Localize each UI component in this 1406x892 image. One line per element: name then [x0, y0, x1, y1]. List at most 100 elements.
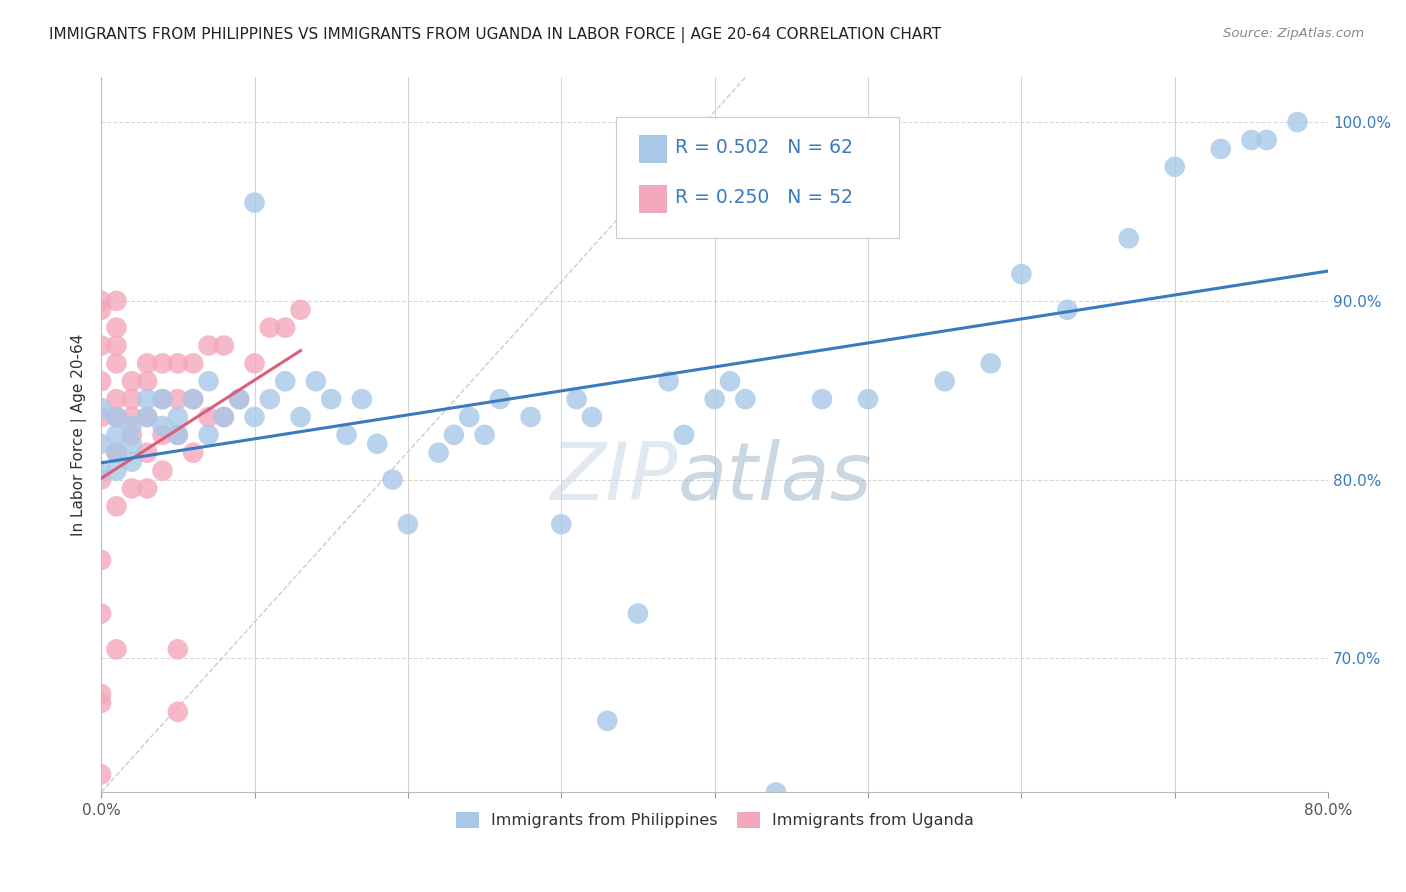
Point: [121, 428, 143, 442]
Point: [672, 428, 695, 442]
Point: [212, 409, 235, 424]
Point: [181, 392, 204, 406]
Point: [90, 401, 112, 415]
Point: [105, 293, 128, 308]
Point: [105, 642, 128, 657]
FancyBboxPatch shape: [638, 185, 665, 211]
Point: [166, 705, 188, 719]
Point: [121, 437, 143, 451]
Point: [152, 419, 174, 434]
Point: [105, 446, 128, 460]
Text: atlas: atlas: [678, 439, 873, 516]
Point: [197, 409, 219, 424]
Point: [1240, 133, 1263, 147]
Text: ZIP: ZIP: [550, 439, 678, 516]
Point: [381, 473, 404, 487]
Point: [550, 517, 572, 532]
Point: [396, 517, 419, 532]
Point: [90, 767, 112, 781]
Point: [734, 392, 756, 406]
Point: [274, 320, 297, 334]
Point: [596, 714, 619, 728]
Point: [105, 464, 128, 478]
Point: [121, 409, 143, 424]
Point: [980, 356, 1002, 370]
Point: [290, 302, 312, 317]
Text: Source: ZipAtlas.com: Source: ZipAtlas.com: [1223, 27, 1364, 40]
Point: [366, 437, 388, 451]
Point: [166, 356, 188, 370]
Point: [105, 409, 128, 424]
Point: [152, 392, 174, 406]
Point: [166, 642, 188, 657]
Point: [856, 392, 879, 406]
Y-axis label: In Labor Force | Age 20-64: In Labor Force | Age 20-64: [72, 334, 87, 536]
Point: [166, 428, 188, 442]
Point: [1256, 133, 1278, 147]
Point: [1164, 160, 1187, 174]
Point: [90, 607, 112, 621]
Point: [105, 338, 128, 352]
Text: R = 0.250   N = 52: R = 0.250 N = 52: [675, 188, 853, 207]
Point: [105, 428, 128, 442]
Point: [105, 356, 128, 370]
Point: [427, 446, 450, 460]
Point: [105, 392, 128, 406]
Point: [703, 392, 725, 406]
Point: [335, 428, 357, 442]
Point: [474, 428, 496, 442]
Point: [105, 500, 128, 514]
FancyBboxPatch shape: [638, 135, 665, 161]
Point: [136, 446, 159, 460]
Point: [197, 338, 219, 352]
Point: [212, 409, 235, 424]
Point: [121, 374, 143, 388]
Point: [765, 785, 787, 799]
Point: [166, 812, 188, 826]
Point: [136, 392, 159, 406]
Point: [105, 320, 128, 334]
Point: [519, 409, 541, 424]
Point: [166, 409, 188, 424]
Point: [934, 374, 956, 388]
FancyBboxPatch shape: [616, 117, 898, 238]
Point: [197, 374, 219, 388]
Point: [259, 320, 281, 334]
Point: [152, 392, 174, 406]
Point: [274, 374, 297, 388]
Point: [152, 464, 174, 478]
Point: [121, 455, 143, 469]
Point: [90, 473, 112, 487]
Point: [90, 374, 112, 388]
Legend: Immigrants from Philippines, Immigrants from Uganda: Immigrants from Philippines, Immigrants …: [450, 805, 980, 834]
Text: R = 0.502   N = 62: R = 0.502 N = 62: [675, 138, 853, 157]
Point: [90, 553, 112, 567]
Point: [1286, 115, 1309, 129]
Point: [811, 392, 834, 406]
Point: [90, 302, 112, 317]
Point: [166, 428, 188, 442]
Point: [181, 392, 204, 406]
Point: [136, 374, 159, 388]
Point: [197, 428, 219, 442]
Point: [350, 392, 373, 406]
Point: [458, 409, 481, 424]
Point: [658, 374, 681, 388]
Point: [243, 409, 266, 424]
Point: [136, 409, 159, 424]
Point: [581, 409, 603, 424]
Point: [259, 392, 281, 406]
Point: [152, 356, 174, 370]
Point: [290, 409, 312, 424]
Point: [1010, 267, 1032, 281]
Point: [181, 356, 204, 370]
Point: [90, 338, 112, 352]
Point: [121, 419, 143, 434]
Point: [718, 374, 741, 388]
Point: [228, 392, 250, 406]
Point: [443, 428, 465, 442]
Point: [90, 437, 112, 451]
Point: [243, 356, 266, 370]
Point: [136, 356, 159, 370]
Text: IMMIGRANTS FROM PHILIPPINES VS IMMIGRANTS FROM UGANDA IN LABOR FORCE | AGE 20-64: IMMIGRANTS FROM PHILIPPINES VS IMMIGRANT…: [49, 27, 942, 43]
